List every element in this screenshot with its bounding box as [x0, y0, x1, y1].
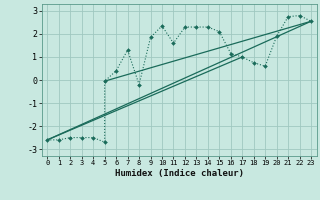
- X-axis label: Humidex (Indice chaleur): Humidex (Indice chaleur): [115, 169, 244, 178]
